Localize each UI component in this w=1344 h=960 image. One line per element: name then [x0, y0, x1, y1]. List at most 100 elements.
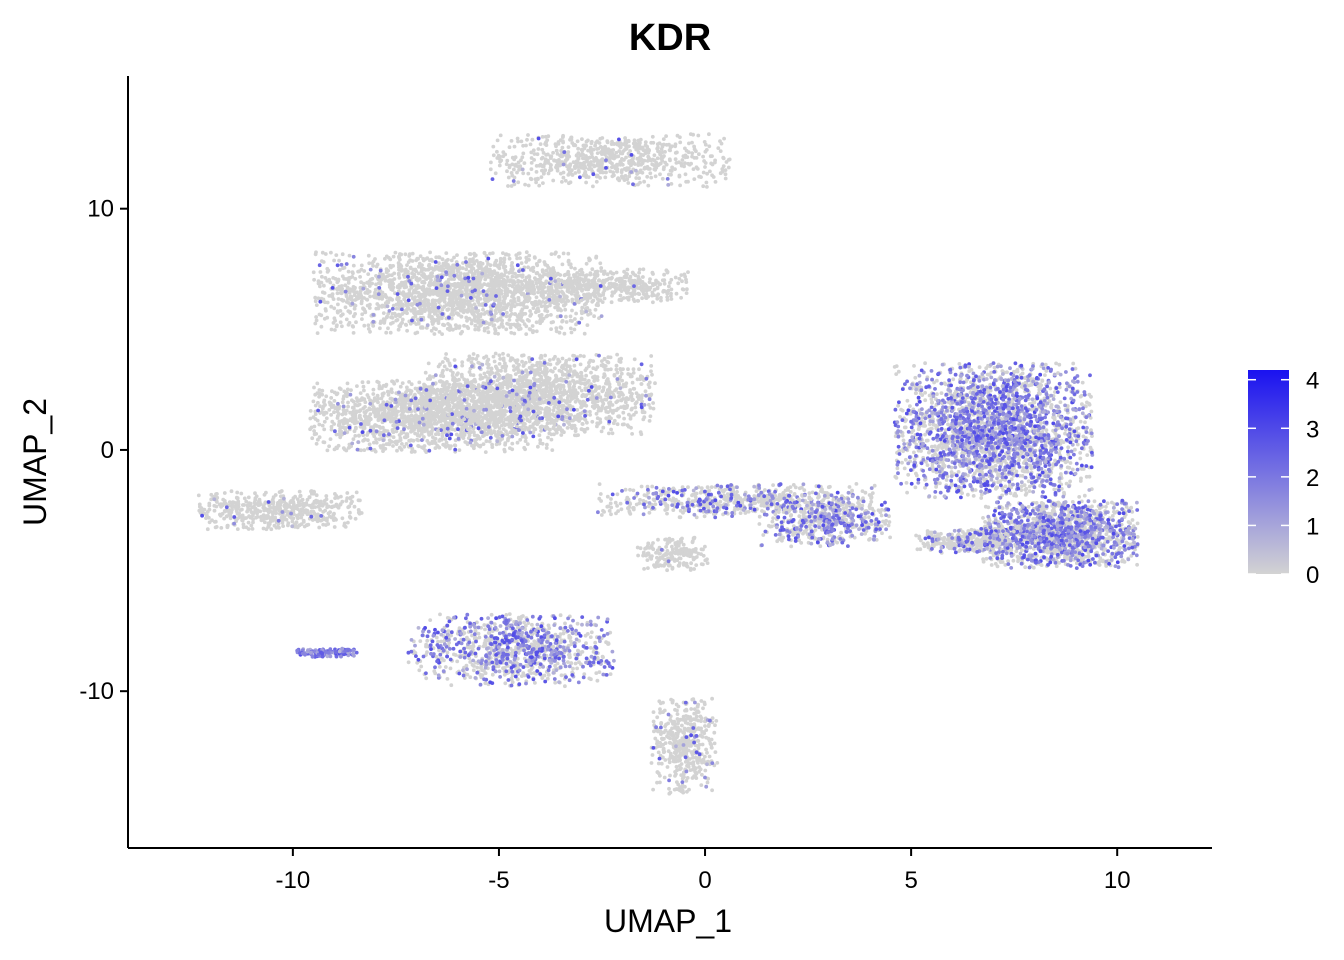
data-point — [474, 306, 478, 310]
data-point — [382, 418, 387, 423]
data-point — [432, 421, 437, 426]
data-point — [517, 251, 522, 256]
data-point — [538, 275, 543, 279]
data-point — [381, 276, 386, 280]
data-point — [335, 280, 340, 285]
data-point — [675, 133, 680, 138]
data-point — [421, 307, 426, 312]
data-point — [579, 269, 583, 273]
data-point — [574, 162, 578, 167]
data-point — [668, 148, 672, 153]
data-point — [320, 274, 324, 279]
data-point — [333, 277, 338, 281]
data-point — [611, 148, 616, 152]
data-point — [368, 401, 373, 406]
data-point — [534, 170, 539, 174]
data-point — [510, 302, 515, 307]
data-point — [524, 332, 529, 336]
data-point — [646, 147, 650, 152]
data-point — [608, 169, 613, 174]
data-point — [591, 172, 596, 177]
data-point — [390, 306, 395, 311]
data-point — [447, 315, 451, 320]
data-point — [508, 325, 513, 330]
data-point — [523, 305, 527, 310]
data-point — [594, 303, 599, 307]
data-point — [549, 276, 553, 281]
data-point — [507, 279, 512, 284]
data-point — [381, 449, 385, 453]
data-point — [464, 315, 469, 320]
data-point — [512, 331, 517, 336]
data-point — [494, 282, 499, 286]
data-point — [410, 275, 415, 280]
data-point — [442, 323, 447, 328]
data-point — [345, 387, 350, 392]
data-point — [313, 252, 318, 257]
data-point — [457, 448, 462, 452]
data-point — [489, 160, 493, 165]
data-point — [392, 381, 397, 386]
data-point — [343, 283, 348, 288]
data-point — [478, 314, 483, 319]
data-point — [591, 184, 595, 189]
data-point — [442, 300, 447, 304]
data-point — [543, 134, 548, 139]
data-point — [472, 302, 477, 307]
data-point — [323, 410, 327, 415]
data-point — [466, 275, 471, 280]
data-point — [560, 262, 565, 267]
data-point — [341, 397, 346, 401]
data-point — [568, 326, 573, 331]
data-point — [583, 156, 587, 161]
data-point — [529, 156, 534, 160]
data-point — [360, 430, 365, 434]
data-point — [389, 321, 393, 326]
data-point — [403, 393, 408, 398]
data-point — [395, 426, 400, 430]
data-point — [323, 300, 327, 305]
data-point — [390, 315, 395, 320]
data-point — [618, 293, 623, 298]
data-point — [484, 439, 489, 444]
data-point — [476, 327, 481, 332]
data-point — [430, 315, 434, 319]
data-point — [570, 308, 574, 313]
data-point — [366, 438, 370, 443]
data-point — [494, 294, 498, 298]
data-point — [456, 427, 460, 432]
data-point — [371, 387, 376, 392]
data-point — [507, 318, 512, 322]
data-point — [565, 278, 570, 283]
data-point — [435, 290, 440, 295]
data-point — [501, 277, 506, 282]
data-point — [337, 423, 342, 428]
data-point — [509, 268, 514, 272]
data-point — [719, 141, 724, 146]
data-point — [347, 253, 352, 258]
data-point — [446, 284, 450, 289]
data-point — [574, 298, 579, 303]
data-point — [365, 280, 369, 285]
data-point — [536, 177, 540, 182]
data-point — [585, 323, 590, 327]
data-point — [376, 292, 381, 296]
data-point — [568, 163, 572, 167]
data-point — [511, 179, 516, 183]
data-point — [617, 178, 622, 183]
data-point — [315, 331, 320, 335]
data-point — [497, 309, 502, 314]
data-point — [519, 139, 524, 144]
data-point — [394, 306, 399, 311]
data-point — [522, 322, 527, 326]
data-point — [684, 291, 689, 295]
data-point — [381, 311, 386, 315]
data-point — [523, 295, 527, 300]
data-point — [466, 299, 470, 304]
data-point — [574, 311, 578, 316]
data-point — [452, 443, 457, 448]
data-point — [571, 282, 575, 287]
data-point — [336, 401, 340, 406]
data-point — [558, 171, 563, 176]
data-point — [690, 151, 695, 156]
